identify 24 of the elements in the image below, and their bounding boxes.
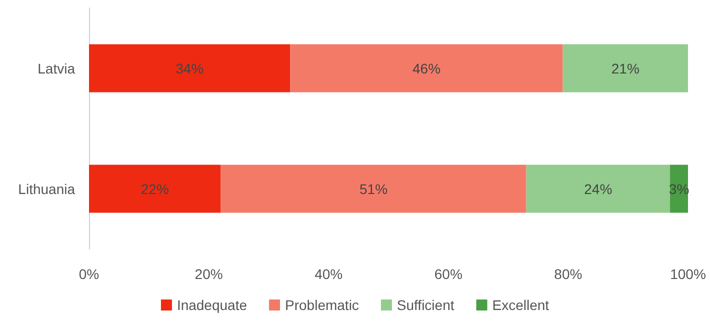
data-label: 22%: [140, 180, 169, 197]
legend-label: Sufficient: [396, 297, 454, 313]
y-tick-label: Lithuania: [18, 180, 76, 197]
y-tick-label: Latvia: [38, 60, 76, 76]
x-tick-label: 20%: [194, 266, 223, 282]
legend-label: Inadequate: [176, 297, 248, 313]
legend-label: Excellent: [492, 297, 550, 313]
data-label: 46%: [412, 60, 441, 76]
bar: [290, 44, 563, 92]
x-tick-label: 100%: [670, 266, 706, 282]
legend-label: Problematic: [285, 297, 359, 313]
data-label: 51%: [360, 180, 388, 197]
data-label: 24%: [584, 180, 612, 197]
bar: [526, 164, 670, 213]
bar: [562, 44, 688, 92]
data-label: 34%: [176, 60, 204, 76]
bar: [89, 44, 290, 92]
x-tick-label: 0%: [78, 266, 100, 282]
x-tick-label: 80%: [554, 266, 582, 282]
bar: [220, 164, 526, 213]
x-tick-label: 60%: [434, 266, 462, 282]
data-label: 21%: [611, 60, 640, 76]
bar: [89, 164, 221, 213]
x-tick-label: 40%: [314, 266, 343, 282]
